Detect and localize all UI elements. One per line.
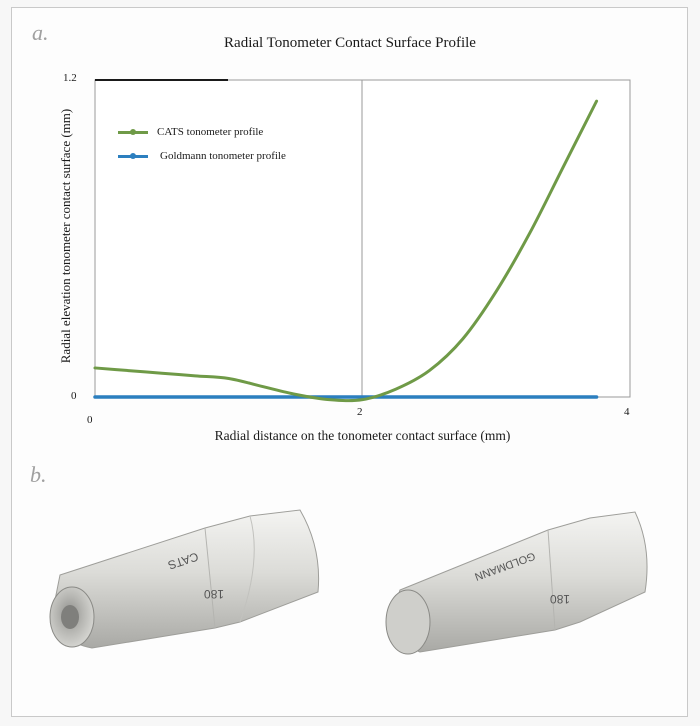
y-axis-label: Radial elevation tonometer contact surfa… [58, 108, 73, 364]
legend-swatch-cats [118, 128, 148, 135]
chart-legend: CATS tonometer profile Goldmann tonomete… [118, 120, 286, 168]
series-line-cats [93, 99, 599, 403]
legend-label-goldmann: Goldmann tonometer profile [160, 150, 286, 162]
chart-title: Radial Tonometer Contact Surface Profile [224, 35, 476, 51]
y-tick-label-top: 1.2 [63, 72, 77, 84]
panel-label-a: a. [32, 20, 49, 45]
x-tick-label-4: 4 [624, 406, 630, 418]
panel-label-b: b. [30, 462, 47, 487]
legend-label-cats: CATS tonometer profile [157, 126, 264, 138]
x-axis-label: Radial distance on the tonometer contact… [214, 428, 511, 443]
legend-item-goldmann: Goldmann tonometer profile [118, 144, 286, 168]
x-tick-label-0: 0 [87, 414, 93, 426]
legend-item-cats: CATS tonometer profile [118, 120, 286, 144]
x-tick-label-2: 2 [357, 406, 363, 418]
series-layer [93, 99, 599, 403]
y-tick-label-zero: 0 [71, 390, 77, 402]
profile-chart [93, 79, 631, 403]
legend-swatch-goldmann [118, 152, 148, 159]
